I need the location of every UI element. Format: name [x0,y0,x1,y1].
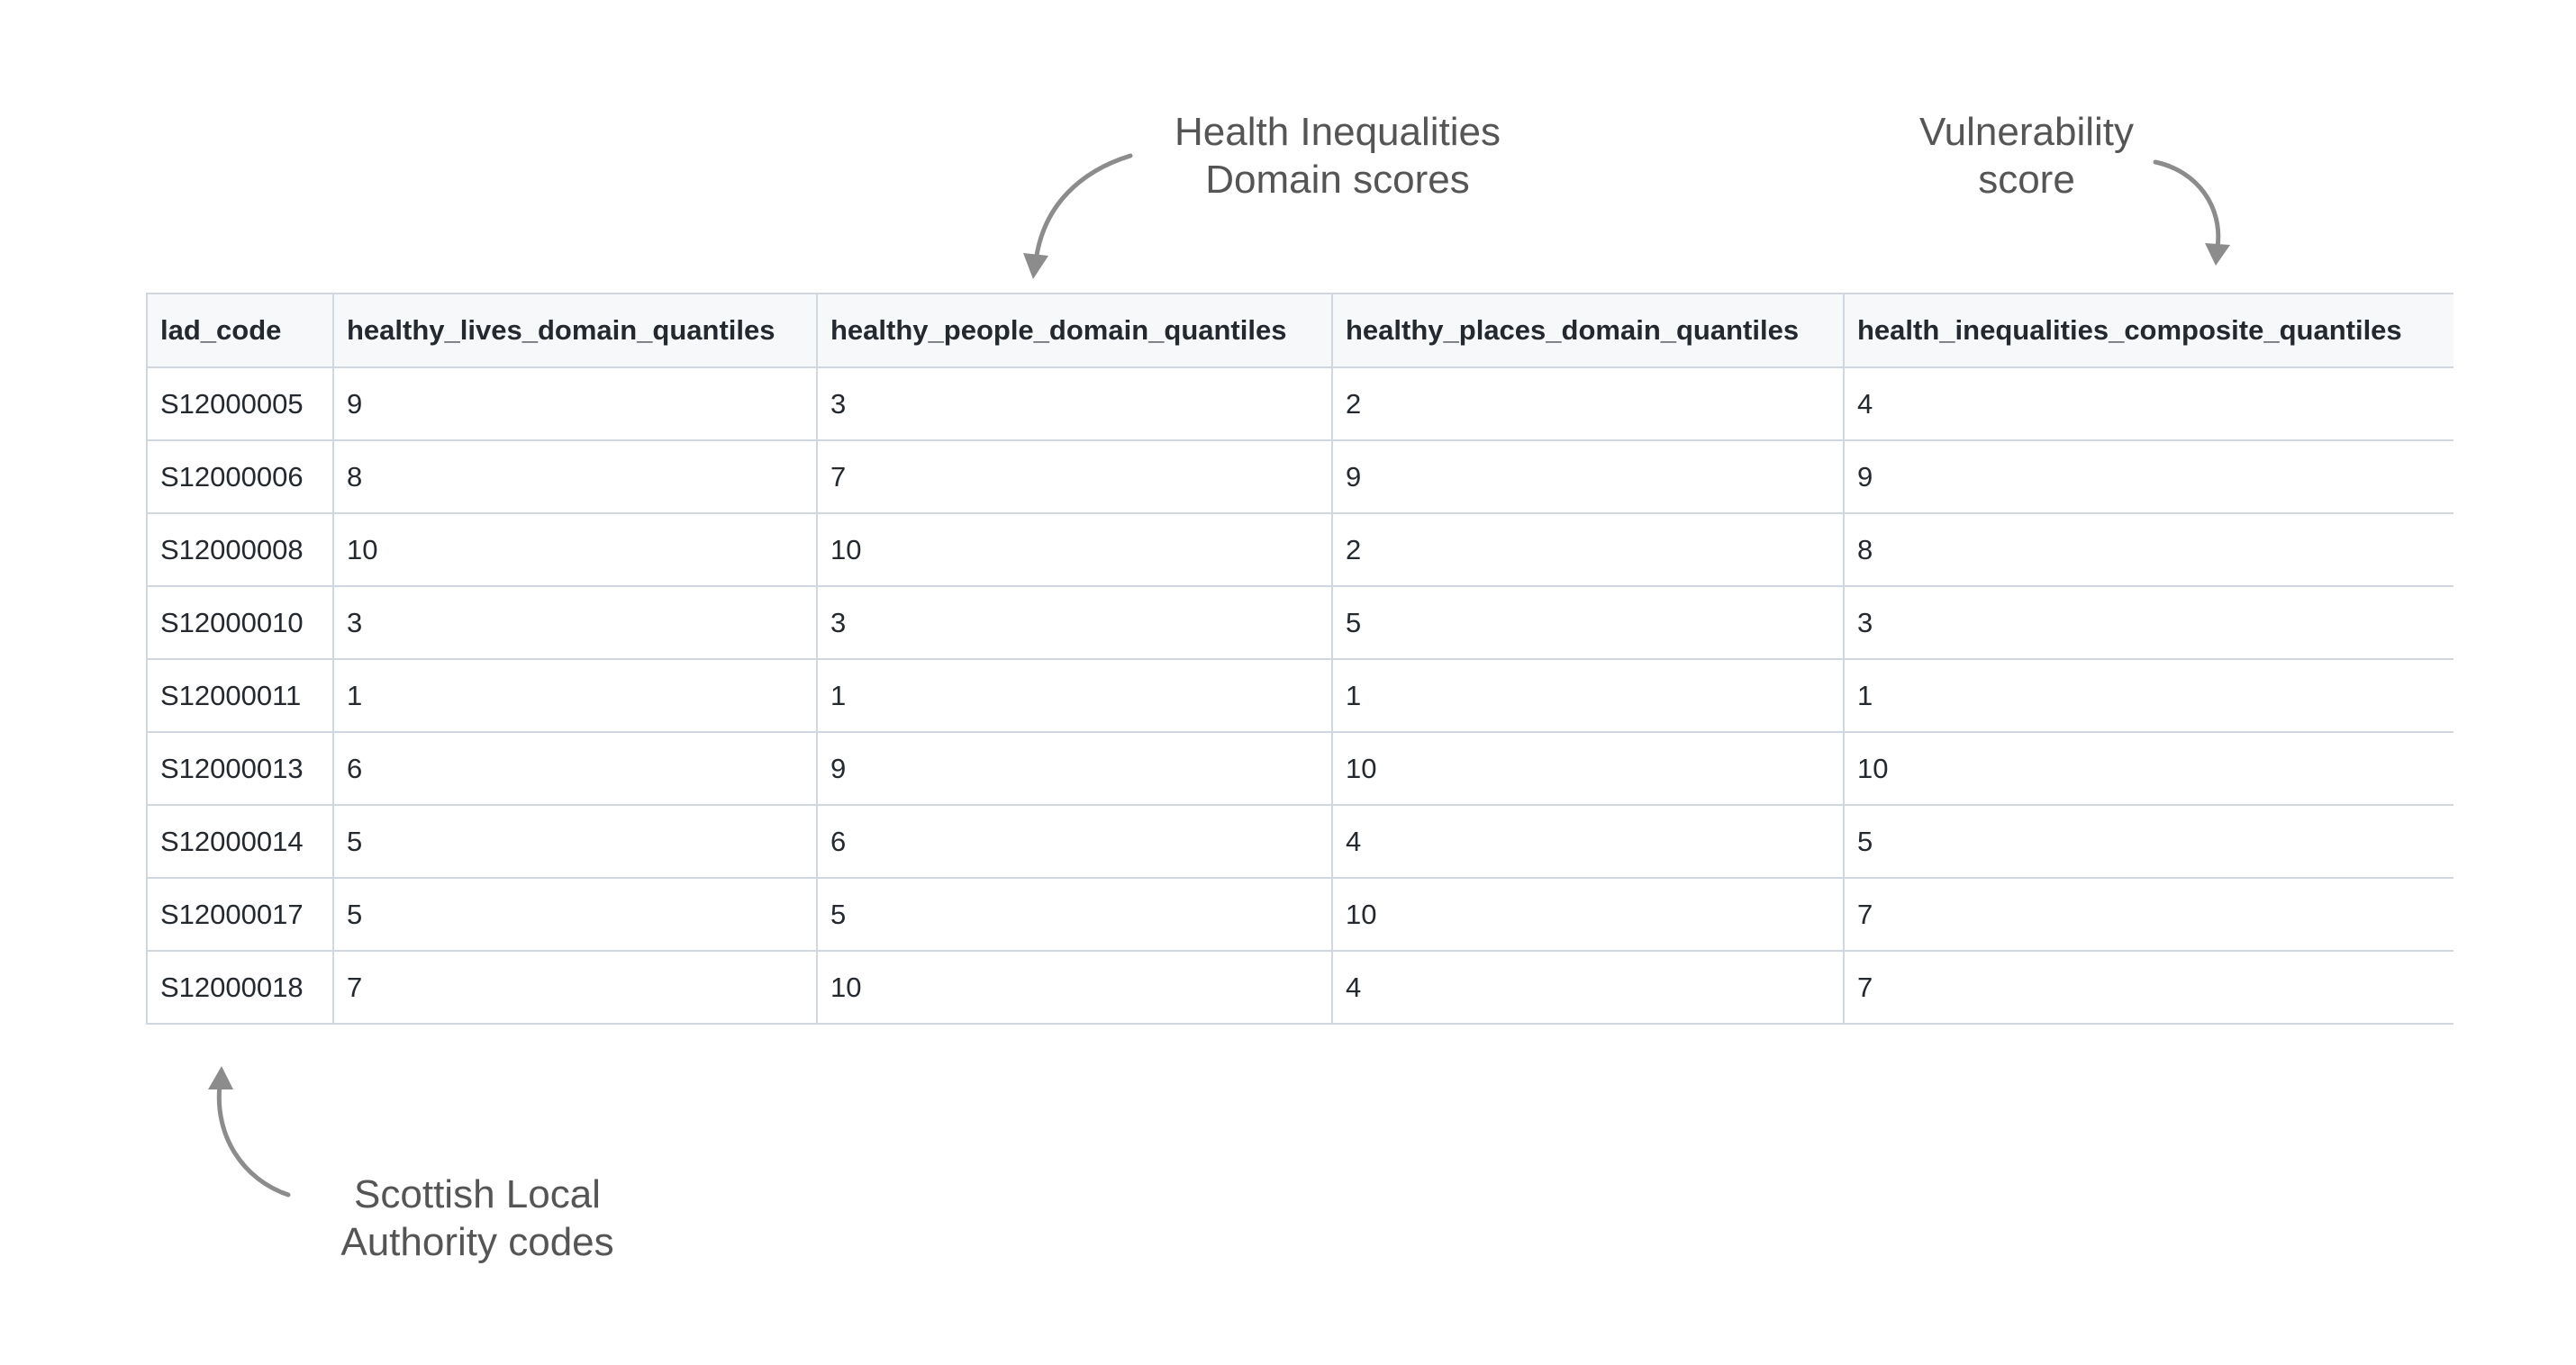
table-row: S12000018 7 10 4 7 [146,950,2454,1025]
health-domains-callout: Health Inequalities Domain scores [1112,108,1563,203]
table-cell: 4 [1331,950,1845,1025]
table-cell: 7 [332,950,818,1025]
table-cell: S12000013 [146,731,334,806]
table-row: S12000011 1 1 1 1 [146,658,2454,733]
data-table-container: lad_code healthy_lives_domain_quantiles … [146,293,2454,1036]
column-header-lad-code: lad_code [146,293,334,368]
table-cell: S12000008 [146,512,334,587]
callout-line: Scottish Local [354,1172,601,1216]
table-cell: S12000018 [146,950,334,1025]
column-header-healthy-places: healthy_places_domain_quantiles [1331,293,1845,368]
table-cell: 10 [332,512,818,587]
table-cell: 8 [332,439,818,514]
table-cell: S12000014 [146,804,334,879]
table-cell: 7 [1843,877,2454,952]
vulnerability-arrowhead-icon [2205,243,2230,266]
callout-line: Vulnerability [1918,110,2135,154]
health-domains-arrowhead-icon [1023,253,1048,279]
table-cell: 5 [1331,585,1845,660]
table-cell: 10 [1843,731,2454,806]
table-cell: 5 [332,877,818,952]
table-row: S12000005 9 3 2 4 [146,366,2454,441]
table-row: S12000006 8 7 9 9 [146,439,2454,514]
column-header-healthy-people: healthy_people_domain_quantiles [816,293,1333,368]
table-row: S12000013 6 9 10 10 [146,731,2454,806]
local-authority-arrow-icon [216,1082,291,1198]
table-cell: S12000011 [146,658,334,733]
table-cell: 4 [1843,366,2454,441]
table-cell: 3 [332,585,818,660]
table-cell: 3 [816,366,1333,441]
vulnerability-callout: Vulnerability score [1864,108,2189,203]
column-header-composite: health_inequalities_composite_quantiles [1843,293,2454,368]
local-authority-callout: Scottish Local Authority codes [297,1171,658,1266]
table-cell: 2 [1331,366,1845,441]
table-cell: 2 [1331,512,1845,587]
callout-line: Authority codes [340,1220,614,1264]
table-cell: 1 [1843,658,2454,733]
table-cell: 5 [332,804,818,879]
table-cell: 10 [816,950,1333,1025]
table-cell: 3 [1843,585,2454,660]
table-header-row: lad_code healthy_lives_domain_quantiles … [146,293,2454,368]
table-cell: 10 [1331,731,1845,806]
table-cell: 10 [1331,877,1845,952]
table-cell: 8 [1843,512,2454,587]
table-cell: 9 [816,731,1333,806]
table-cell: 1 [816,658,1333,733]
table-cell: S12000005 [146,366,334,441]
table-cell: 10 [816,512,1333,587]
table-cell: S12000010 [146,585,334,660]
table-cell: 5 [816,877,1333,952]
table-cell: 9 [332,366,818,441]
table-row: S12000008 10 10 2 8 [146,512,2454,587]
table-cell: 6 [332,731,818,806]
data-table: lad_code healthy_lives_domain_quantiles … [146,293,2454,1025]
table-cell: S12000017 [146,877,334,952]
table-cell: 7 [1843,950,2454,1025]
table-cell: 9 [1843,439,2454,514]
table-cell: 1 [1331,658,1845,733]
table-cell: 4 [1331,804,1845,879]
table-cell: 6 [816,804,1333,879]
callout-line: Domain scores [1205,158,1470,202]
table-cell: 5 [1843,804,2454,879]
table-row: S12000010 3 3 5 3 [146,585,2454,660]
column-header-healthy-lives: healthy_lives_domain_quantiles [332,293,818,368]
table-cell: 9 [1331,439,1845,514]
table-row: S12000014 5 6 4 5 [146,804,2454,879]
table-cell: S12000006 [146,439,334,514]
table-cell: 7 [816,439,1333,514]
local-authority-arrowhead-icon [208,1066,233,1089]
table-cell: 3 [816,585,1333,660]
callout-line: score [1978,158,2075,202]
table-cell: 1 [332,658,818,733]
callout-line: Health Inequalities [1174,110,1501,154]
table-row: S12000017 5 5 10 7 [146,877,2454,952]
